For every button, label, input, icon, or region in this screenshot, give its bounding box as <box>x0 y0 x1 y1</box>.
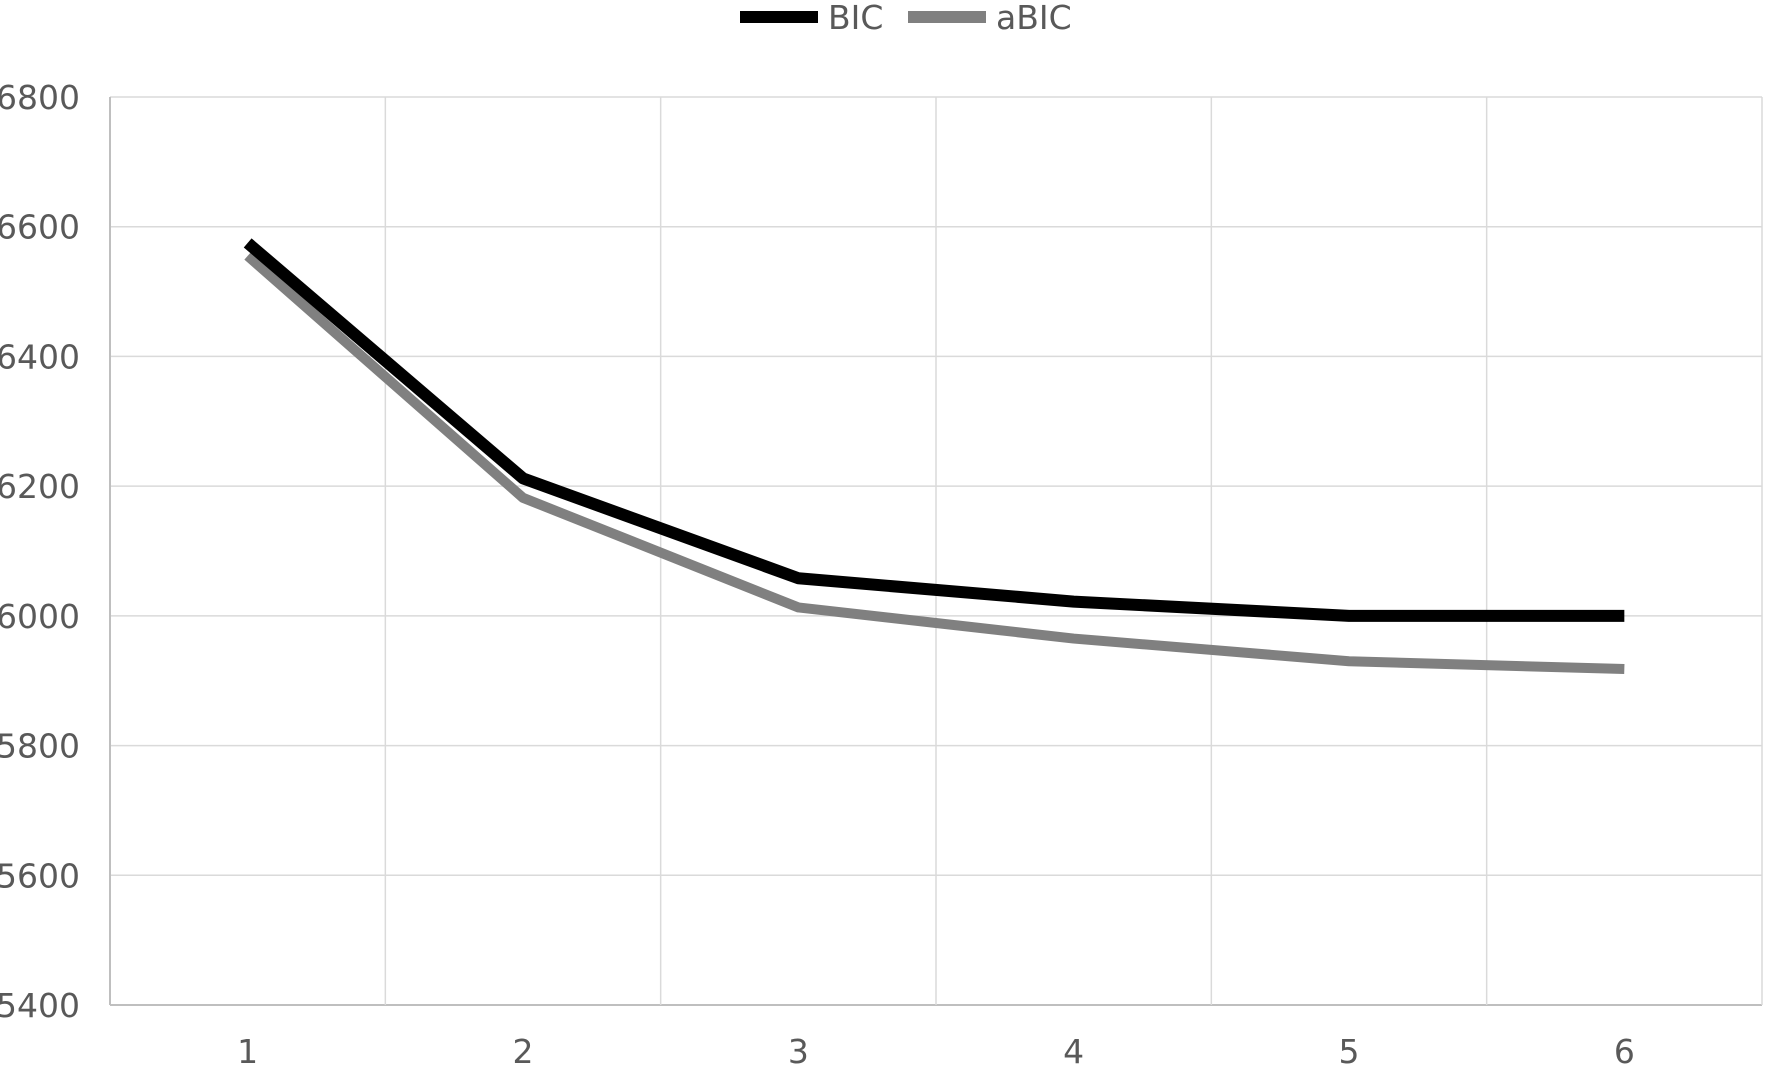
x-tick-label: 5 <box>1339 1032 1360 1070</box>
x-tick-label: 6 <box>1614 1032 1635 1070</box>
y-tick-label: 6800 <box>0 78 80 117</box>
y-tick-label: 5400 <box>0 986 80 1025</box>
grid <box>109 96 1763 1006</box>
x-tick-label: 4 <box>1063 1032 1084 1070</box>
y-tick-label: 6000 <box>0 597 80 636</box>
series <box>243 238 1625 675</box>
y-tick-label: 6400 <box>0 337 80 376</box>
x-tick-label: 2 <box>513 1032 534 1070</box>
series-line-bic <box>243 238 1625 622</box>
series-line-abic <box>244 252 1625 675</box>
y-tick-label: 6200 <box>0 467 80 506</box>
y-tick-label: 5800 <box>0 727 80 766</box>
legend: BIC aBIC <box>740 0 1072 37</box>
legend-label-bic: BIC <box>828 0 883 37</box>
y-tick-label: 6600 <box>0 208 80 247</box>
legend-label-abic: aBIC <box>996 0 1072 37</box>
x-tick-label: 3 <box>788 1032 809 1070</box>
axes: 5400 5600 5800 6000 6200 6400 6600 6800 1 2 3 4 5 6 <box>0 78 1635 1070</box>
x-tick-label: 1 <box>237 1032 258 1070</box>
y-tick-label: 5600 <box>0 856 80 895</box>
